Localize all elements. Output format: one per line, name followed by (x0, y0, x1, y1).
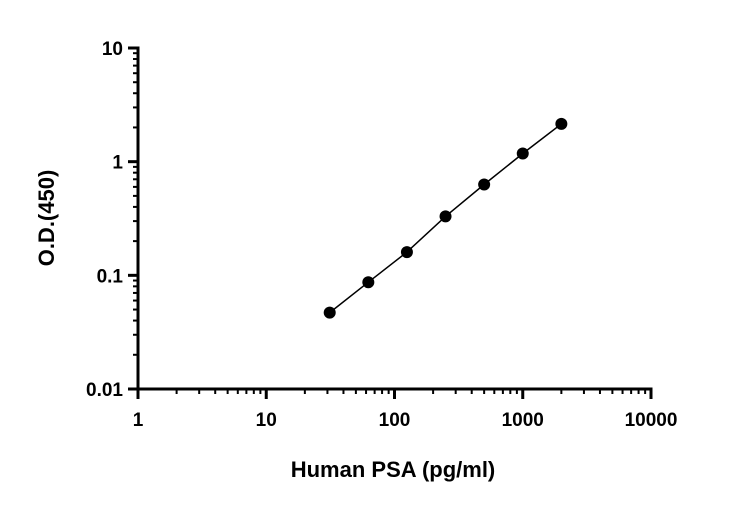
data-point (400, 246, 413, 259)
y-axis-title: O.D.(450) (34, 170, 59, 267)
data-point (516, 147, 529, 160)
data-point (555, 117, 568, 130)
y-tick-label: 10 (102, 39, 123, 60)
data-point (362, 276, 375, 289)
x-tick-label: 1 (133, 410, 144, 431)
data-point (323, 306, 336, 319)
x-tick-label: 1000 (502, 410, 544, 431)
y-tick-label: 0.01 (86, 380, 123, 401)
y-tick-label: 0.1 (97, 266, 124, 287)
x-axis-title: Human PSA (pg/ml) (291, 457, 496, 482)
x-tick-label: 10 (256, 410, 277, 431)
data-point (439, 210, 452, 223)
x-tick-label: 10000 (625, 410, 678, 431)
x-tick-label: 100 (379, 410, 411, 431)
y-tick-label: 1 (112, 153, 123, 174)
axes: 0.01 0.1 1 10 1 10 100 1000 10000 (86, 39, 677, 431)
data-point (478, 178, 491, 191)
series (323, 117, 568, 319)
